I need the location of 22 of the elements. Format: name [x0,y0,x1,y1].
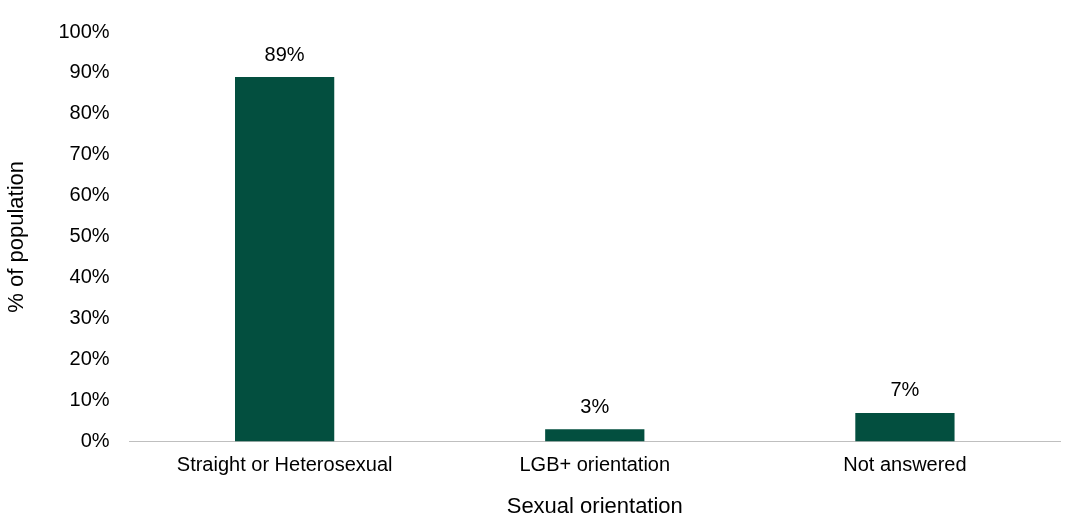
bar [545,429,645,442]
y-tick-label: 80% [69,101,110,124]
data-label: 7% [890,378,920,401]
y-tick-label: 30% [69,306,110,329]
bar [855,412,955,442]
y-tick-label: 70% [69,142,110,165]
data-label: 89% [264,42,305,65]
y-tick-label: 40% [69,265,110,288]
x-tick-label: Straight or Heterosexual [176,453,393,476]
x-tick-label: LGB+ orientation [519,453,671,476]
x-axis-title: Sexual orientation [506,492,683,518]
x-tick-label: Not answered [843,453,967,476]
y-tick-label: 20% [69,347,110,370]
y-tick-label: 60% [69,183,110,206]
data-label: 3% [580,394,610,417]
y-tick-label: 10% [69,388,110,411]
y-axis-title: % of population [3,160,29,313]
bar [235,77,335,442]
y-tick-label: 50% [69,224,110,247]
y-tick-label: 100% [58,19,110,42]
y-tick-label: 90% [69,60,110,83]
y-tick-label: 0% [80,429,110,452]
